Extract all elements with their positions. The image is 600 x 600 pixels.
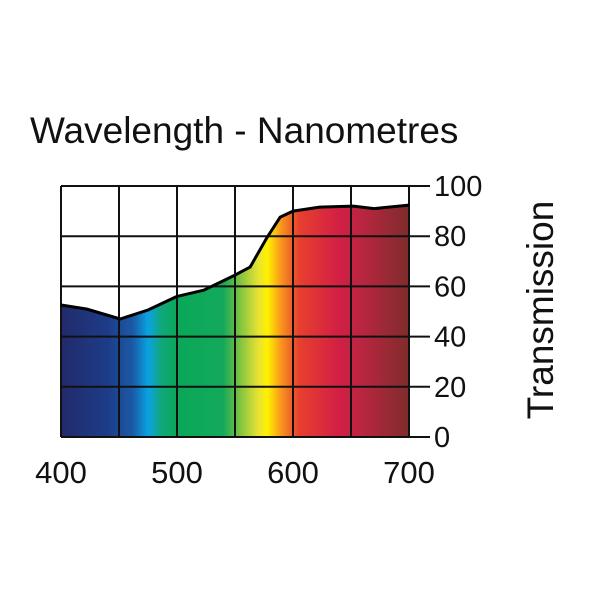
y-tick-label: 60 <box>434 271 466 303</box>
y-tick-label: 20 <box>434 372 466 404</box>
plot-area <box>60 185 430 438</box>
chart-title: Wavelength - Nanometres <box>30 110 458 151</box>
y-tick-label: 0 <box>434 422 450 454</box>
x-tick-label: 600 <box>267 455 319 490</box>
x-axis: 400 500 600 700 <box>35 455 435 490</box>
x-tick-label: 700 <box>383 455 435 490</box>
transmission-line <box>60 203 410 321</box>
y-tick-label: 40 <box>434 322 466 354</box>
y-tick-label: 80 <box>434 221 466 253</box>
x-tick-label: 400 <box>35 455 87 490</box>
y-tick-label: 100 <box>434 171 482 203</box>
y-axis-label: Transmission <box>520 201 561 420</box>
x-tick-label: 500 <box>151 455 203 490</box>
y-axis: 0 20 40 60 80 100 <box>434 171 482 454</box>
